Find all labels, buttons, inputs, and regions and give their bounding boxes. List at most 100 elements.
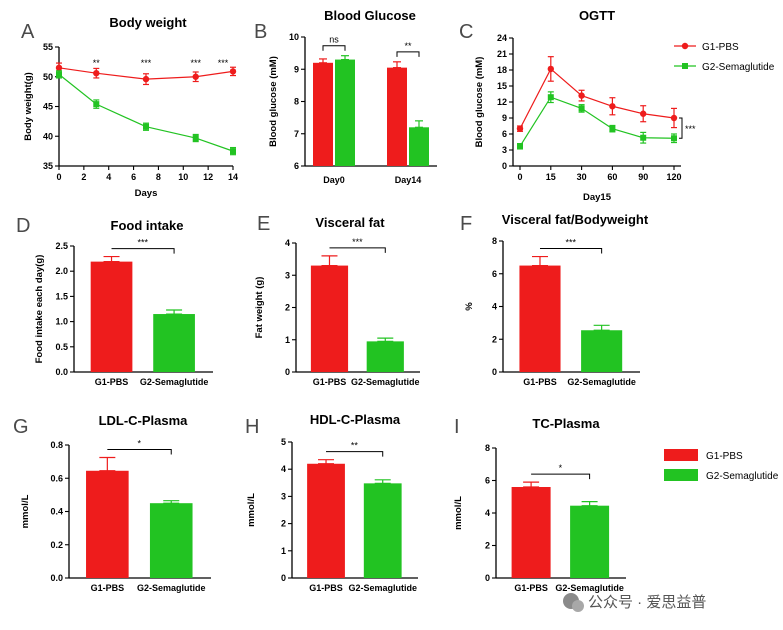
x-tick-label: 6	[131, 172, 136, 182]
bar	[335, 59, 355, 167]
bar	[366, 341, 404, 372]
legend-marker	[681, 42, 689, 50]
y-tick-label: 2	[281, 519, 286, 529]
y-tick-label: 10	[289, 32, 299, 42]
x-tick-label: G1-PBS	[95, 377, 129, 387]
y-tick-label: 0.6	[50, 473, 63, 483]
data-point	[671, 135, 677, 142]
bar	[519, 265, 561, 372]
y-tick-label: 0	[281, 573, 286, 583]
data-point	[547, 94, 554, 101]
y-tick-label: 4	[281, 464, 286, 474]
x-tick-label: G1-PBS	[313, 377, 347, 387]
legend-label: G2-Semaglutide	[702, 62, 775, 73]
significance-label: **	[93, 58, 101, 68]
y-axis-label: Body weight(g)	[23, 72, 34, 141]
bar	[153, 314, 195, 372]
y-tick-label: 3	[285, 270, 290, 280]
data-point	[55, 64, 63, 72]
x-tick-label: 10	[178, 172, 188, 182]
y-tick-label: 21	[497, 49, 507, 59]
significance-bracket	[396, 51, 420, 57]
y-tick-label: 6	[502, 129, 507, 139]
data-point	[547, 65, 554, 73]
legend-label: G2-Semaglutide	[706, 471, 779, 482]
significance-bracket	[326, 451, 384, 457]
bar	[581, 330, 623, 372]
significance-bracket	[322, 45, 346, 51]
y-tick-label: 45	[43, 102, 53, 112]
legend-label: G1-PBS	[706, 451, 743, 462]
x-tick-label: G1-PBS	[523, 377, 557, 387]
y-axis-label: mmol/L	[453, 496, 464, 530]
chart-panel-b: 6 7 8 9 10 B Blood Glucose Blood glucose (mM) Da…	[254, 8, 437, 185]
chart-title: Body weight	[109, 15, 187, 30]
y-tick-label: 2	[485, 541, 490, 551]
wechat-icon-bubble	[572, 600, 584, 612]
x-tick-label: G2-Semaglutide	[351, 377, 420, 387]
data-point	[229, 68, 237, 75]
x-tick-label: G1-PBS	[514, 583, 548, 593]
data-point	[609, 125, 616, 132]
significance-label: **	[351, 441, 359, 451]
y-tick-label: 0	[485, 573, 490, 583]
bar	[363, 483, 402, 578]
x-tick-label: 14	[228, 172, 238, 182]
data-point	[143, 123, 149, 130]
y-tick-label: 40	[43, 131, 53, 141]
data-point	[640, 110, 647, 117]
data-point	[192, 135, 199, 142]
x-tick-label: G1-PBS	[91, 583, 125, 593]
data-point	[640, 134, 647, 141]
y-tick-label: 0.2	[50, 540, 63, 550]
y-axis-label: %	[464, 302, 475, 311]
x-tick-label: 120	[666, 172, 681, 182]
bar	[86, 470, 129, 578]
x-tick-label: 0	[56, 172, 61, 182]
y-tick-label: 9	[294, 64, 299, 74]
bar	[149, 503, 193, 578]
significance-label: ns	[329, 35, 339, 45]
data-point	[516, 125, 524, 132]
significance-label: ***	[685, 124, 696, 134]
x-tick-label: 12	[203, 172, 213, 182]
y-tick-label: 6	[294, 161, 299, 171]
y-tick-label: 4	[285, 238, 290, 248]
x-tick-label: G2-Semaglutide	[348, 583, 417, 593]
y-tick-label: 0.4	[50, 507, 63, 517]
chart-title: TC-Plasma	[532, 416, 600, 431]
x-tick-label: 15	[546, 172, 556, 182]
y-tick-label: 1.5	[55, 291, 68, 301]
legend-label: G1-PBS	[702, 42, 739, 53]
significance-label: *	[138, 438, 142, 448]
significance-bracket	[329, 247, 386, 253]
chart-panel-e: 0 1 2 3 4 E Visceral fat Fat weight (g) G1-PBS G2…	[254, 213, 420, 387]
data-point	[93, 69, 100, 77]
bar	[409, 127, 429, 166]
y-tick-label: 15	[497, 81, 507, 91]
y-tick-label: 50	[43, 72, 53, 82]
x-tick-label: 4	[106, 172, 111, 182]
y-tick-label: 4	[492, 302, 497, 312]
y-tick-label: 2	[285, 303, 290, 313]
y-axis-label: Blood glucose (mM)	[268, 56, 279, 147]
significance-label: ***	[218, 58, 229, 68]
bar	[387, 67, 407, 166]
y-tick-label: 2	[492, 334, 497, 344]
panel-letter: I	[454, 416, 460, 438]
y-tick-label: 0.0	[50, 573, 63, 583]
y-tick-label: 7	[294, 129, 299, 139]
y-tick-label: 0.5	[55, 342, 68, 352]
bar	[511, 487, 551, 578]
y-axis-label: Food intake each day(g)	[34, 255, 45, 364]
panel-letter: C	[459, 21, 473, 43]
bar	[307, 463, 345, 578]
significance-label: ***	[190, 58, 201, 68]
data-point	[230, 148, 236, 155]
panel-letter: D	[16, 215, 30, 237]
panel-letter: F	[460, 213, 472, 235]
data-point	[578, 105, 585, 112]
chart-title: Visceral fat/Bodyweight	[502, 212, 649, 227]
chart-title: HDL-C-Plasma	[310, 412, 401, 427]
